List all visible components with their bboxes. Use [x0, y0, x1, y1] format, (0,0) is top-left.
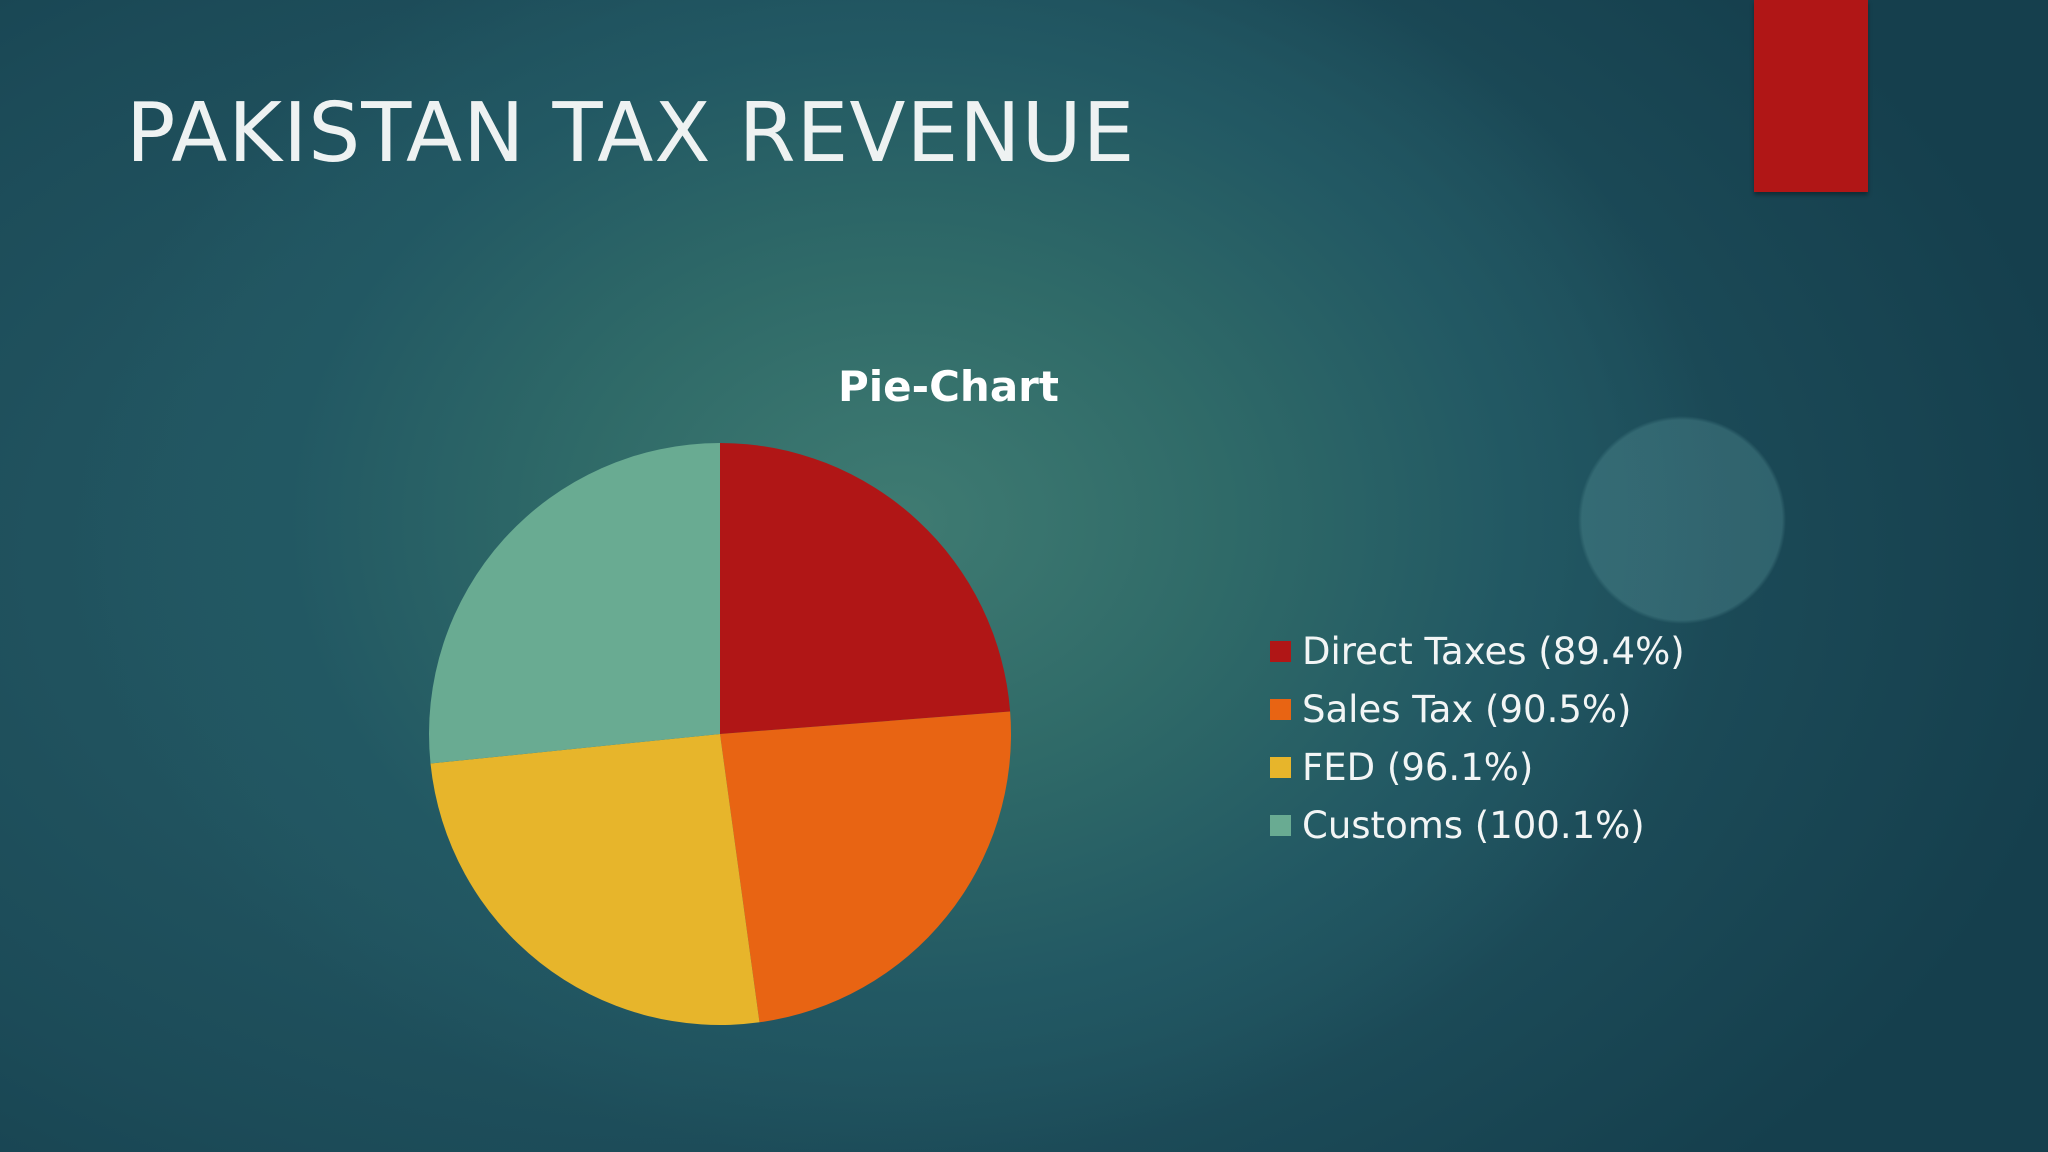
legend-label: Direct Taxes (89.4%) [1302, 629, 1685, 673]
legend-item: FED (96.1%) [1270, 738, 1685, 796]
legend-swatch [1270, 698, 1291, 720]
accent-bar [1754, 0, 1868, 192]
legend-item: Direct Taxes (89.4%) [1270, 622, 1685, 680]
legend-swatch [1270, 640, 1291, 662]
legend-label: Sales Tax (90.5%) [1302, 687, 1632, 731]
pie-slice-fed [430, 734, 760, 1025]
legend-item: Customs (100.1%) [1270, 796, 1685, 854]
chart-title: Pie-Chart [838, 362, 1059, 411]
slide-title: PAKISTAN TAX REVENUE [126, 86, 1136, 181]
legend-swatch [1270, 814, 1291, 836]
legend-label: FED (96.1%) [1302, 745, 1534, 789]
chart-legend: Direct Taxes (89.4%) Sales Tax (90.5%) FED… [1270, 622, 1685, 854]
legend-label: Customs (100.1%) [1302, 803, 1645, 847]
pie-slice-sales-tax [720, 711, 1011, 1023]
pie-slice-direct-taxes [720, 443, 1011, 734]
pie-slice-customs [429, 443, 720, 764]
legend-item: Sales Tax (90.5%) [1270, 680, 1685, 738]
legend-swatch [1270, 756, 1291, 778]
